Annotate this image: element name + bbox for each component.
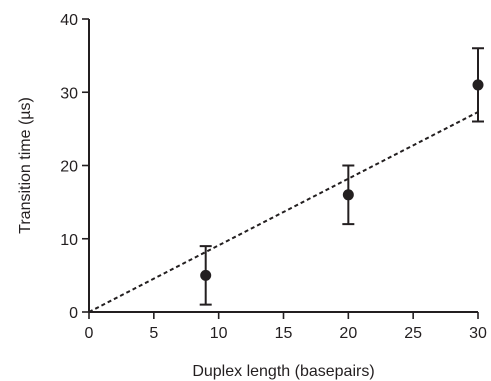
x-tick-label: 0 <box>85 325 94 342</box>
y-ticks: 0 10 20 30 40 <box>60 12 89 322</box>
data-point-group <box>199 245 212 306</box>
fit-line <box>88 111 479 313</box>
data-point <box>200 269 212 281</box>
data-points <box>199 47 484 306</box>
y-axis-title: Transition time (µs) <box>17 97 34 234</box>
axes <box>88 19 478 313</box>
y-tick-label: 40 <box>60 12 78 29</box>
x-tick-label: 10 <box>210 325 228 342</box>
x-tick-label: 30 <box>469 325 487 342</box>
x-axis-title: Duplex length (basepairs) <box>192 363 374 380</box>
x-ticks: 0 5 10 15 20 25 30 <box>85 312 487 342</box>
data-point-group <box>342 164 355 226</box>
y-tick-label: 30 <box>60 85 78 102</box>
x-tick-label: 25 <box>404 325 422 342</box>
data-point <box>342 189 354 201</box>
y-tick-label: 0 <box>69 305 78 322</box>
x-tick-label: 15 <box>275 325 293 342</box>
x-tick-label: 20 <box>339 325 357 342</box>
x-tick-label: 5 <box>149 325 158 342</box>
y-tick-label: 10 <box>60 232 78 249</box>
y-tick-label: 20 <box>60 159 78 176</box>
data-point-group <box>472 47 484 123</box>
data-point <box>472 79 484 91</box>
